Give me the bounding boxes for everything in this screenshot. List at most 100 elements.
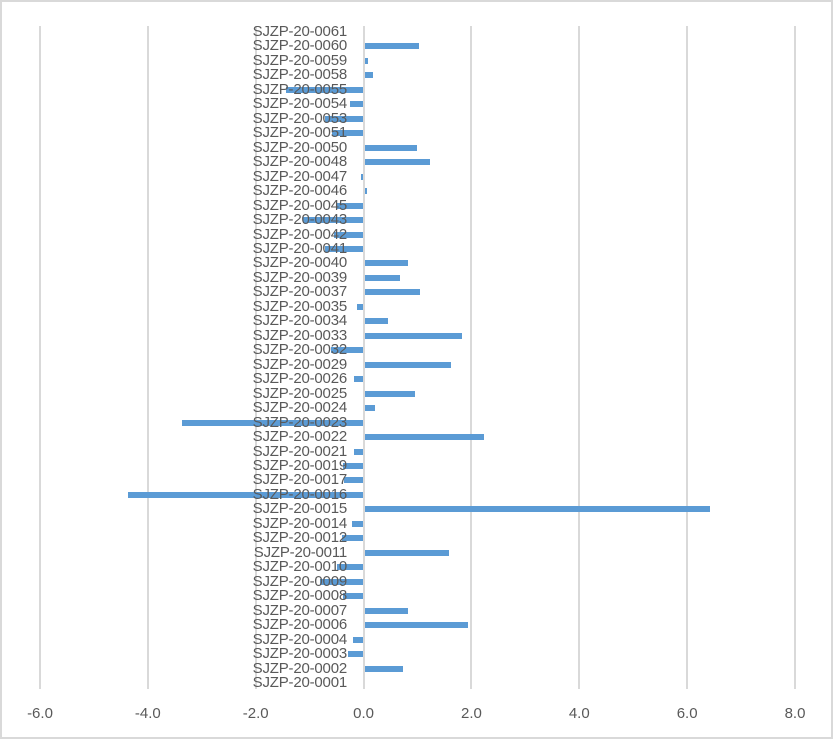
bar <box>343 477 363 484</box>
bar <box>360 173 363 180</box>
category-label: SJZP-20-0033 <box>252 326 348 344</box>
category-label: SJZP-20-0016 <box>252 485 348 503</box>
x-tick-label: -4.0 <box>134 705 161 722</box>
category-label: SJZP-20-0060 <box>252 37 348 55</box>
bar <box>364 159 431 166</box>
gridline <box>254 26 257 689</box>
bar <box>324 246 363 252</box>
category-label: SJZP-20-0002 <box>252 659 348 677</box>
bar <box>364 361 452 368</box>
gridline <box>39 26 41 689</box>
category-label: SJZP-20-0011 <box>253 543 347 561</box>
category-label: SJZP-20-0001 <box>252 674 348 691</box>
bar <box>364 289 420 296</box>
category-label: SJZP-20-0035 <box>252 297 348 315</box>
bar <box>286 86 363 93</box>
bar <box>334 231 363 238</box>
bar <box>364 549 449 556</box>
category-label: SJZP-20-0040 <box>252 254 348 272</box>
x-tick-label: -6.0 <box>27 705 53 722</box>
gridline <box>686 26 689 689</box>
category-label: SJZP-20-0054 <box>252 95 348 113</box>
bar <box>364 405 375 412</box>
bar <box>342 593 363 600</box>
gridline <box>578 26 581 689</box>
category-label: SJZP-20-0051 <box>252 124 348 142</box>
category-label: SJZP-20-0003 <box>252 645 348 663</box>
x-tick-label: 0.0 <box>353 705 374 722</box>
category-label: SJZP-20-0039 <box>252 268 348 286</box>
category-label: SJZP-20-0022 <box>252 428 348 446</box>
bar <box>364 318 388 325</box>
category-label: SJZP-20-0050 <box>252 138 348 156</box>
bar <box>364 144 418 151</box>
category-label: SJZP-20-0055 <box>252 80 348 98</box>
bar <box>353 636 363 643</box>
bar <box>182 419 363 426</box>
bar <box>356 303 363 310</box>
bar <box>342 535 363 542</box>
bar <box>354 448 363 455</box>
bar <box>364 274 400 281</box>
bar <box>302 217 363 224</box>
category-label: SJZP-20-0025 <box>252 384 348 402</box>
category-label: SJZP-20-0010 <box>252 558 348 576</box>
bar <box>364 72 373 79</box>
bar <box>364 434 484 441</box>
bar <box>364 506 710 513</box>
bar <box>351 520 363 527</box>
category-label: SJZP-20-0042 <box>252 225 348 243</box>
category-label: SJZP-20-0046 <box>252 182 348 200</box>
x-tick-label: 2.0 <box>460 705 482 722</box>
category-label: SJZP-20-0041 <box>252 240 348 257</box>
bar <box>364 43 419 50</box>
category-label: SJZP-20-0006 <box>252 616 348 634</box>
category-label: SJZP-20-0023 <box>252 413 348 431</box>
category-label: SJZP-20-0012 <box>252 529 348 547</box>
category-label: SJZP-20-0032 <box>252 341 348 359</box>
category-label: SJZP-20-0061 <box>252 23 348 40</box>
category-label: SJZP-20-0045 <box>252 196 348 214</box>
category-label: SJZP-20-0009 <box>252 572 348 590</box>
gridline <box>362 26 365 689</box>
bar <box>364 332 462 339</box>
bar <box>324 115 363 122</box>
bar <box>320 578 363 585</box>
category-label: SJZP-20-0058 <box>252 66 348 84</box>
bar <box>364 390 416 397</box>
bar <box>349 101 363 108</box>
gridline <box>794 26 796 689</box>
bar <box>348 651 363 658</box>
category-label: SJZP-20-0048 <box>252 153 348 171</box>
bar <box>337 564 363 571</box>
bar <box>336 202 363 209</box>
category-label: SJZP-20-0008 <box>252 587 348 605</box>
category-label: SJZP-20-0059 <box>252 51 348 69</box>
category-label: SJZP-20-0015 <box>252 500 348 518</box>
category-label: SJZP-20-0029 <box>252 355 348 373</box>
category-label: SJZP-20-0047 <box>252 167 348 185</box>
x-tick-label: 6.0 <box>676 705 698 722</box>
x-tick-label: 8.0 <box>784 705 806 722</box>
bar <box>364 607 408 614</box>
category-label: SJZP-20-0043 <box>252 211 348 229</box>
category-label: SJZP-20-0026 <box>252 370 348 388</box>
bar <box>330 347 363 354</box>
category-label: SJZP-20-0014 <box>252 514 348 532</box>
category-label: SJZP-20-0024 <box>252 399 348 417</box>
gridline <box>470 26 473 689</box>
category-label: SJZP-20-0021 <box>252 442 348 460</box>
category-label: SJZP-20-0037 <box>252 283 348 301</box>
bar <box>364 57 369 64</box>
category-label: SJZP-20-0017 <box>252 471 348 489</box>
bar <box>342 463 363 469</box>
bar <box>364 260 408 267</box>
x-tick-label: 4.0 <box>568 705 590 722</box>
bar <box>128 491 363 498</box>
bar <box>331 130 363 137</box>
bar <box>364 622 468 629</box>
category-label: SJZP-20-0034 <box>252 312 348 330</box>
gridline <box>146 26 149 689</box>
